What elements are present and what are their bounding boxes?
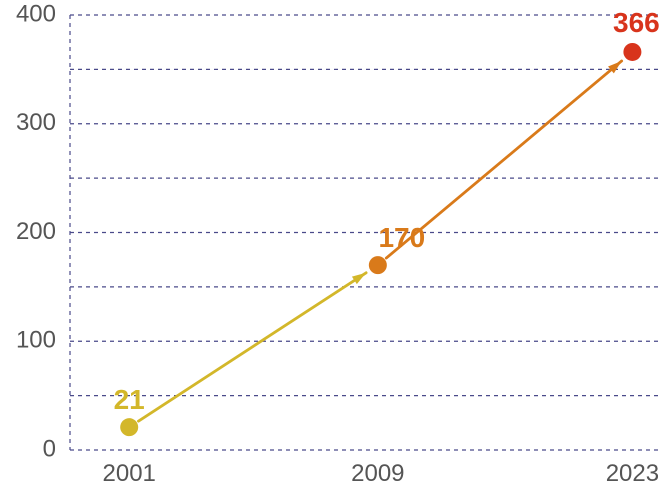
data-point [623, 43, 641, 61]
y-tick-label: 400 [16, 0, 56, 27]
data-point-label: 170 [378, 222, 425, 253]
chart-bg [0, 0, 672, 500]
y-tick-label: 0 [43, 435, 56, 462]
data-point-label: 366 [613, 7, 660, 38]
y-tick-label: 200 [16, 218, 56, 245]
data-point [369, 256, 387, 274]
chart-svg: 0 100 200 300 400 2001 2009 2023 21 170 366 [0, 0, 672, 500]
y-tick-label: 100 [16, 327, 56, 354]
chart-container: 0 100 200 300 400 2001 2009 2023 21 170 366 [0, 0, 672, 500]
x-tick-label: 2009 [351, 460, 404, 487]
y-tick-label: 300 [16, 109, 56, 136]
x-tick-label: 2001 [103, 460, 156, 487]
x-tick-label: 2023 [606, 460, 659, 487]
data-point-label: 21 [114, 384, 145, 415]
data-point [120, 418, 138, 436]
